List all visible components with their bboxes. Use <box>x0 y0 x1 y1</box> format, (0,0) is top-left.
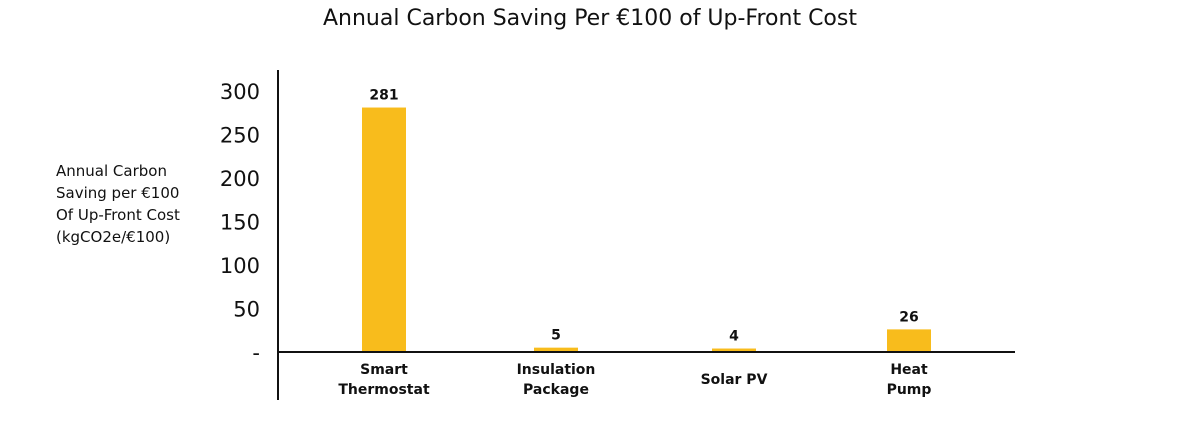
y-tick-label: - <box>252 341 260 365</box>
y-axis-label-line: Of Up-Front Cost <box>56 206 180 224</box>
x-tick-label: Smart <box>360 362 408 378</box>
x-tick-label: Thermostat <box>338 382 430 398</box>
y-tick-label: 50 <box>233 298 260 322</box>
data-label: 26 <box>899 309 918 325</box>
bar <box>712 348 756 352</box>
x-tick-label: Pump <box>887 382 932 398</box>
data-label: 5 <box>551 328 561 344</box>
x-tick-label: Insulation <box>517 362 596 378</box>
x-tick-label: Heat <box>890 362 928 378</box>
x-tick-label: Solar PV <box>701 372 768 388</box>
x-tick-label: Package <box>523 382 589 398</box>
bar <box>534 347 578 352</box>
data-label: 4 <box>729 329 739 345</box>
bar <box>887 329 931 352</box>
data-label: 281 <box>369 88 398 104</box>
chart-title: Annual Carbon Saving Per €100 of Up-Fron… <box>323 6 857 31</box>
y-tick-label: 150 <box>220 211 260 235</box>
y-tick-label: 250 <box>220 124 260 148</box>
y-axis-label-line: Saving per €100 <box>56 184 180 202</box>
y-tick-label: 100 <box>220 254 260 278</box>
y-axis-label: Annual Carbon Saving per €100 Of Up-Fron… <box>56 160 236 248</box>
y-tick-label: 300 <box>220 80 260 104</box>
y-axis-label-line: Annual Carbon <box>56 162 167 180</box>
y-tick-label: 200 <box>220 167 260 191</box>
bar <box>362 107 406 352</box>
y-axis-label-line: (kgCO2e/€100) <box>56 228 171 246</box>
